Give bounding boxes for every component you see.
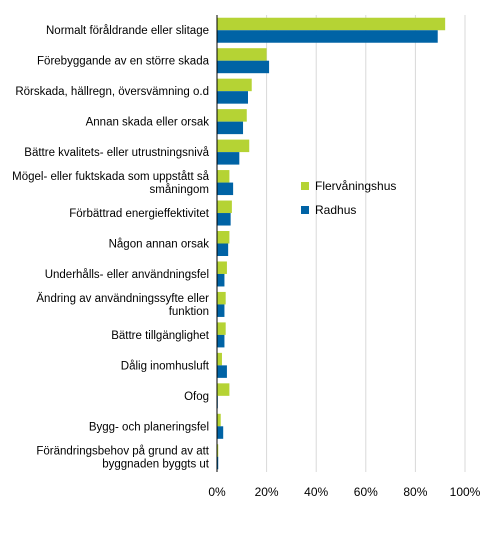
category-label: Mögel- eller fuktskada som uppstått så [12, 171, 209, 183]
category-label: Förändringsbehov på grund av att [36, 445, 209, 457]
bar [217, 152, 240, 165]
x-tick-label: 40% [304, 485, 328, 499]
category-label: Rörskada, hällregn, översvämning o.d [15, 86, 209, 98]
bar [217, 30, 438, 43]
category-label: Underhålls- eller användningsfel [45, 269, 209, 281]
category-label: Någon annan orsak [109, 239, 210, 251]
bar [217, 444, 219, 457]
gridlines [266, 15, 466, 472]
bar [217, 48, 267, 61]
x-tick-labels: 0% 20% 40% 60% 80% 100% [208, 485, 480, 499]
x-tick-label: 20% [255, 485, 279, 499]
category-label: Normalt föråldrande eller slitage [46, 25, 209, 37]
bar [217, 243, 229, 256]
bar [217, 304, 225, 317]
bar [217, 17, 446, 31]
category-label: Dålig inomhusluft [121, 360, 210, 372]
bar [217, 291, 226, 305]
bar [217, 273, 225, 287]
bar [217, 139, 250, 153]
bar [217, 383, 230, 396]
category-label: småningom [150, 184, 209, 196]
bar [217, 78, 252, 92]
bar [217, 91, 248, 104]
bar [217, 182, 234, 196]
bar [217, 334, 225, 348]
bars [217, 17, 446, 470]
bar [217, 170, 230, 183]
bar [217, 200, 232, 214]
legend-swatch [301, 206, 309, 214]
x-tick-label: 60% [354, 485, 378, 499]
x-tick-label: 80% [403, 485, 427, 499]
bar [217, 109, 247, 122]
x-tick-label: 100% [450, 485, 481, 499]
bar [217, 231, 230, 244]
category-label: Bygg- och planeringsfel [89, 421, 209, 433]
category-label: Förebyggande av en större skada [37, 56, 210, 68]
category-label: Bättre tillgänglighet [111, 330, 210, 342]
category-label: Ofog [184, 391, 209, 403]
legend-label: Radhus [315, 203, 356, 217]
category-label: funktion [169, 306, 209, 318]
bar [217, 322, 226, 335]
category-label: byggnaden byggts ut [102, 458, 210, 470]
bar [217, 426, 224, 439]
category-label: Bättre kvalitets- eller utrustningsnivå [24, 147, 209, 159]
category-label: Ändring av användningssyfte eller [36, 293, 209, 305]
category-label: Annan skada eller orsak [86, 117, 210, 129]
bar [217, 352, 222, 366]
legend-label: Flervåningshus [315, 179, 396, 193]
bar [217, 213, 231, 226]
bar [217, 261, 227, 274]
x-tick-label: 0% [208, 485, 226, 499]
bar [217, 60, 270, 74]
bar [217, 365, 227, 378]
legend: Flervåningshus Radhus [301, 179, 396, 217]
bar [217, 121, 244, 135]
category-label: Förbättrad energieffektivitet [69, 208, 210, 220]
category-labels: Normalt föråldrande eller slitage Förebyg… [12, 25, 210, 470]
bar [217, 413, 221, 427]
bar [217, 456, 219, 470]
legend-swatch [301, 182, 309, 190]
